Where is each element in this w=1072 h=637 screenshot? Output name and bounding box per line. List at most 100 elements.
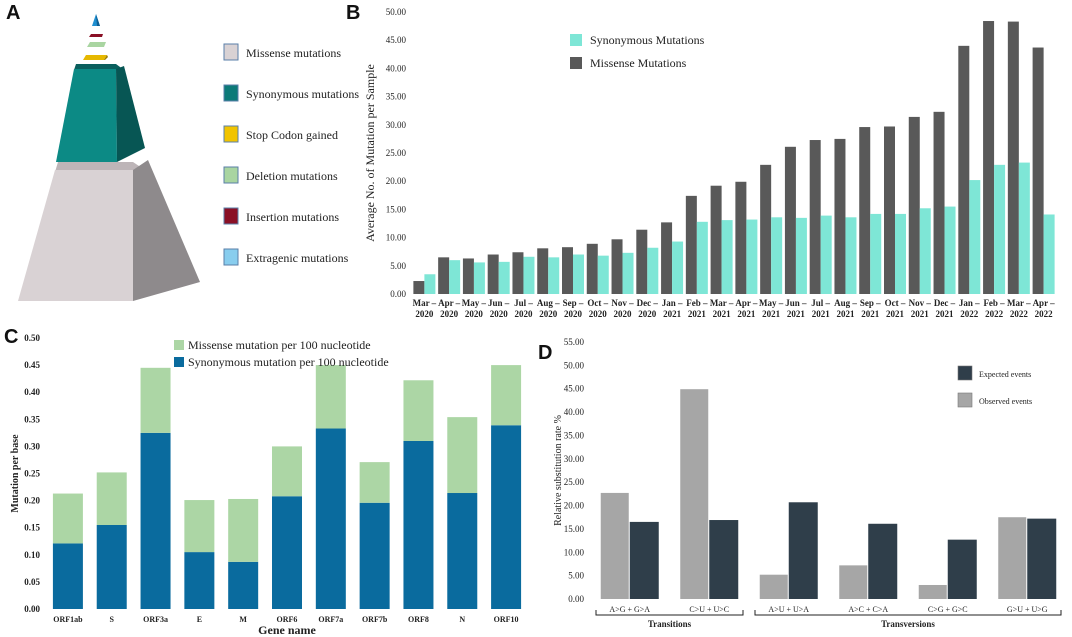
b-bar-synonymous [820, 215, 832, 294]
b-xtick-month: Nov – [611, 298, 634, 308]
pyramid-synonymous-front [56, 69, 117, 162]
c-legend-label-missense-mutation-per-100-nucleotide: Missense mutation per 100 nucleotide [188, 338, 371, 352]
d-legend-label-observed-events: Observed events [979, 397, 1032, 406]
pyramid-synonymous-top [74, 64, 124, 70]
pyramid-missense-top [55, 162, 148, 172]
b-xtick-month: Dec – [637, 298, 659, 308]
b-ytick-label: 35.00 [386, 92, 407, 102]
b-bar-synonymous [919, 208, 931, 294]
b-bar-missense [834, 138, 846, 294]
c-bar-synonymous [140, 432, 171, 609]
legend-a-swatch-missense-mutations [223, 43, 239, 61]
b-bar-synonymous [473, 262, 485, 294]
b-xtick-month: Sep – [563, 298, 584, 308]
b-xtick-month: Apr – [438, 298, 461, 308]
c-bar-synonymous [96, 524, 127, 609]
d-ytick-label: 30.00 [564, 454, 585, 464]
c-bar-synonymous [228, 561, 259, 609]
b-bar-missense [1032, 47, 1044, 295]
b-bar-missense [537, 248, 549, 294]
c-bar-missense [184, 500, 215, 553]
c-bar-missense [272, 446, 302, 497]
c-legend-swatch-missense-mutation-per-100-nucleotide [174, 340, 184, 350]
b-bar-missense [562, 247, 573, 294]
pyramid-extragenic-side [96, 14, 100, 26]
b-bar-missense [685, 195, 697, 294]
d-legend-swatch-expected-events [957, 365, 973, 381]
b-bar-synonymous [498, 261, 510, 294]
b-xtick-month: Jul – [811, 298, 830, 308]
legend-a-label-insertion-mutations: Insertion mutations [246, 210, 339, 224]
b-bar-synonymous [944, 206, 956, 294]
b-bar-missense [462, 258, 474, 294]
d-xtick-label: C>U + U>C [689, 605, 729, 614]
b-xtick-year: 2021 [812, 309, 831, 319]
pyramid-deletion-layer [87, 42, 106, 47]
b-bar-missense [586, 243, 598, 294]
c-ytick-label: 0.15 [24, 523, 40, 533]
b-bar-synonymous [647, 247, 659, 294]
legend-a-swatch-stop-codon-gained [223, 125, 239, 143]
c-ytick-label: 0.20 [24, 496, 40, 506]
b-legend-swatch-synonymous-mutations [570, 34, 582, 46]
c-ytick-label: 0.25 [24, 469, 40, 479]
c-ytick-label: 0.45 [24, 360, 40, 370]
c-xtick-label: ORF8 [408, 615, 429, 624]
b-bar-missense [983, 21, 995, 295]
legend-a-swatch-extragenic-mutations [223, 248, 239, 266]
d-xtick-label: C>G + G>C [928, 605, 968, 614]
c-ylabel: Mutation per base [10, 434, 21, 513]
panel-label-d: D [538, 342, 553, 364]
b-bar-synonymous [795, 217, 807, 294]
legend-a-swatch-synonymous-mutations [223, 84, 239, 102]
d-group-bracket [595, 610, 744, 616]
b-xtick-year: 2022 [960, 309, 979, 319]
d-ytick-label: 25.00 [564, 477, 585, 487]
b-bar-missense [636, 229, 648, 294]
d-ytick-label: 55.00 [564, 337, 585, 347]
b-bar-missense [958, 45, 970, 295]
b-ytick-label: 0.00 [390, 289, 406, 299]
pyramid-insertion-layer [89, 34, 103, 37]
b-ytick-label: 15.00 [386, 204, 407, 214]
b-bar-missense [438, 257, 450, 294]
legend-a: Missense mutations Synonymous mutations St… [223, 43, 359, 266]
d-bar-observed [918, 584, 947, 599]
b-bar-missense [933, 111, 945, 294]
b-bar-synonymous [449, 260, 461, 294]
b-bar-missense [512, 252, 524, 294]
b-xtick-year: 2021 [787, 309, 806, 319]
c-ytick-label: 0.30 [24, 441, 40, 451]
b-xtick-year: 2020 [465, 309, 484, 319]
d-ytick-label: 50.00 [564, 360, 585, 370]
b-bar-synonymous [746, 219, 758, 294]
b-bar-synonymous [548, 257, 560, 294]
d-ylabel: Relative substitution rate % [553, 415, 564, 526]
pyramid-missense-side [133, 160, 200, 301]
b-ylabel: Average No. of Mutation per Sample [363, 64, 377, 242]
b-xtick-month: Oct – [885, 298, 906, 308]
b-xtick-month: Apr – [1033, 298, 1056, 308]
b-xtick-month: Feb – [983, 298, 1005, 308]
legend-a-label-stop-codon-gained: Stop Codon gained [246, 128, 338, 142]
pyramid-missense-front [18, 170, 133, 301]
d-bar-observed [839, 565, 868, 599]
d-xtick-label: G>U + U>G [1007, 605, 1048, 614]
b-bar-missense [1007, 21, 1019, 294]
c-bar-missense [228, 498, 259, 562]
c-bar-synonymous [359, 502, 390, 609]
c-bar-synonymous [403, 440, 434, 609]
c-ytick-label: 0.40 [24, 387, 40, 397]
chart-d-substitution-rate: 0.00 5.00 10.00 15.00 20.00 25.00 30.00 35.00 40… [553, 337, 1062, 629]
b-bar-synonymous [870, 213, 882, 294]
d-bar-expected [947, 539, 977, 599]
b-xtick-month: Sep – [860, 298, 881, 308]
b-bar-synonymous [597, 255, 609, 294]
d-bar-expected [709, 520, 739, 599]
b-bar-synonymous [895, 213, 906, 294]
b-ytick-label: 20.00 [386, 176, 407, 186]
b-xtick-month: Feb – [686, 298, 708, 308]
b-xtick-year: 2021 [886, 309, 905, 319]
c-bar-missense [96, 472, 127, 525]
d-xtick-label: A>U + U>A [768, 605, 809, 614]
